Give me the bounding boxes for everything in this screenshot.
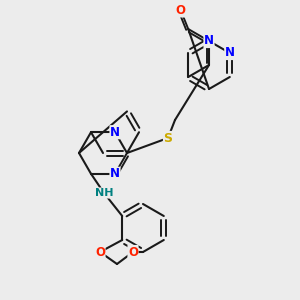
Text: N: N — [110, 126, 120, 139]
Text: O: O — [95, 245, 105, 259]
Text: N: N — [225, 46, 235, 59]
Text: NH: NH — [95, 188, 113, 198]
Text: S: S — [164, 131, 172, 145]
Text: O: O — [128, 245, 138, 259]
Text: O: O — [176, 4, 186, 17]
Text: N: N — [204, 34, 214, 47]
Text: N: N — [110, 167, 120, 180]
